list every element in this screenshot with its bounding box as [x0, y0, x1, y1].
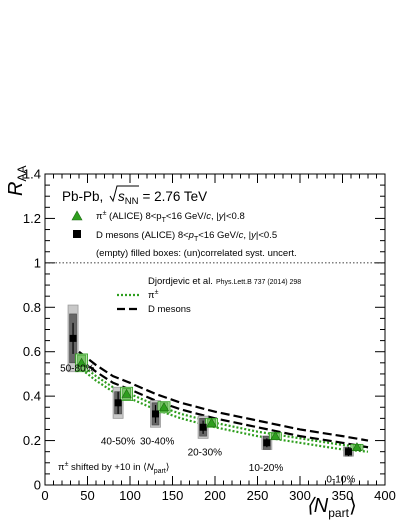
theory-curve-dmeson-upper	[78, 350, 369, 442]
theory-reference: Phys.Lett.B 737 (2014) 298	[216, 279, 301, 286]
dmeson-data-point	[263, 439, 271, 447]
y-tick-label: 0.8	[23, 300, 41, 315]
dmeson-legend-c: c	[239, 230, 244, 241]
theory-pion-legend-label: π±	[148, 289, 159, 301]
x-tick-label: 200	[204, 488, 226, 503]
dmeson-data-point	[152, 410, 159, 418]
centrality-label: 50-80%	[60, 363, 95, 374]
pion-legend-pi: π	[96, 211, 103, 222]
y-tick-label: 0.2	[23, 433, 41, 448]
y-axis-title: RAA	[5, 166, 29, 196]
x-tick-label: 150	[162, 488, 184, 503]
energy-label: sNN = 2.76 TeV	[118, 189, 207, 207]
x-axis-title-sub: part	[328, 506, 349, 520]
y-tick-label: 1.4	[23, 167, 41, 182]
centrality-label: 10-20%	[249, 463, 284, 474]
pion-legend-y: y	[218, 211, 225, 222]
shift-note-sub: part	[154, 468, 166, 475]
y-tick-label: 1	[34, 255, 41, 270]
theory-title: Djordjevic et al. Phys.Lett.B 737 (2014) …	[148, 276, 301, 287]
x-tick-label: 300	[289, 488, 311, 503]
y-axis-title-main: R	[5, 182, 27, 196]
centrality-label: 0-10%	[326, 474, 355, 485]
dmeson-legend-range: <16 GeV/	[198, 230, 239, 241]
y-tick-label: 0.4	[23, 389, 41, 404]
sqrt-s-symbol: s	[118, 189, 125, 204]
dmeson-legend-p: p	[188, 230, 194, 241]
x-tick-label: 250	[247, 488, 269, 503]
sqrt-sign	[109, 185, 139, 203]
theory-pion-pm: ±	[155, 289, 159, 296]
theory-curve-dmeson-lower	[78, 357, 369, 449]
y-tick-label: 0.6	[23, 344, 41, 359]
pion-data-point	[121, 388, 132, 398]
shift-note-text: shifted by +10 in ⟨	[68, 462, 147, 473]
dmeson-legend-ycut: |<0.5	[256, 230, 277, 241]
theory-authors: Djordjevic et al.	[148, 276, 213, 287]
axis-ticks	[44, 173, 386, 486]
theory-dmeson-legend-label: D mesons	[148, 304, 191, 315]
y-tick-label: 0	[34, 478, 41, 493]
pion-legend-pt-sub: T	[162, 217, 167, 224]
boxes-legend-label: (empty) filled boxes: (un)correlated sys…	[96, 248, 297, 259]
pion-legend-kin: (ALICE) 8<p	[106, 211, 161, 222]
shift-note-pi: π	[58, 462, 65, 473]
pion-data-point	[76, 357, 87, 367]
pion-data-point	[351, 442, 362, 452]
x-tick-label: 400	[374, 488, 396, 503]
dmeson-legend-marker	[73, 230, 81, 238]
y-axis-title-sub: AA	[15, 166, 29, 182]
centrality-labels: 50-80% 40-50% 30-40% 20-30% 10-20% 0-10%	[60, 363, 355, 485]
centrality-label: 20-30%	[188, 448, 223, 459]
energy-value: = 2.76 TeV	[142, 189, 207, 204]
pion-legend-pm: ±	[103, 210, 107, 217]
dmeson-data-point	[344, 448, 352, 456]
systematic-boxes	[67, 304, 364, 457]
pion-data-point	[158, 402, 170, 412]
pion-legend-sep: , |	[211, 211, 219, 222]
dmeson-data-point	[199, 423, 207, 431]
x-axis-title: ⟨Npart⟩	[306, 495, 357, 520]
centrality-label: 30-40%	[140, 437, 175, 448]
dmeson-legend-label: D mesons (ALICE) 8<pT<16 GeV/c, |y|<0.5	[96, 230, 277, 243]
x-axis-title-end: ⟩	[349, 495, 357, 517]
pion-data-point	[206, 417, 217, 427]
x-axis-title-main: ⟨N	[306, 495, 329, 517]
pion-data-point	[270, 431, 281, 440]
theory-pion-pi: π	[148, 290, 155, 301]
shift-note-end: ⟩	[166, 462, 170, 473]
dmeson-legend-name: D mesons (ALICE) 8<	[96, 230, 189, 241]
shift-note-n: N	[147, 462, 154, 473]
data-markers	[69, 322, 362, 457]
pion-legend-label: π± (ALICE) 8<pT<16 GeV/c, |y|<0.8	[96, 210, 245, 224]
collision-header: Pb-Pb,	[62, 189, 103, 204]
x-tick-label: 100	[119, 488, 141, 503]
pion-legend-range: <16 GeV/	[166, 211, 207, 222]
dmeson-legend-y: y	[250, 230, 257, 241]
sqrt-s-subscript: NN	[125, 196, 139, 207]
x-tick-label: 50	[80, 488, 94, 503]
axis-tick-labels: 0 50 100 150 200 250 300 350 400 0 0.2 0.4 0.6 0.8 1 1.…	[23, 167, 396, 504]
dmeson-data-point	[114, 399, 122, 407]
theory-curves	[78, 350, 369, 453]
dmeson-legend-sep: , |	[243, 230, 251, 241]
pion-legend-ycut: |<0.8	[224, 211, 245, 222]
dmeson-legend-pt-sub: T	[194, 236, 199, 243]
x-tick-label: 0	[41, 488, 48, 503]
shift-note: π± shifted by +10 in ⟨Npart⟩	[58, 461, 170, 475]
dmeson-data-point	[69, 334, 77, 342]
x-tick-label: 350	[332, 488, 354, 503]
y-tick-label: 1.2	[23, 211, 41, 226]
pion-legend-marker	[71, 210, 83, 221]
shift-note-pm: ±	[65, 461, 69, 468]
pion-legend-c: c	[206, 211, 211, 222]
centrality-label: 40-50%	[101, 437, 136, 448]
collision-system: Pb-Pb,	[62, 189, 103, 204]
